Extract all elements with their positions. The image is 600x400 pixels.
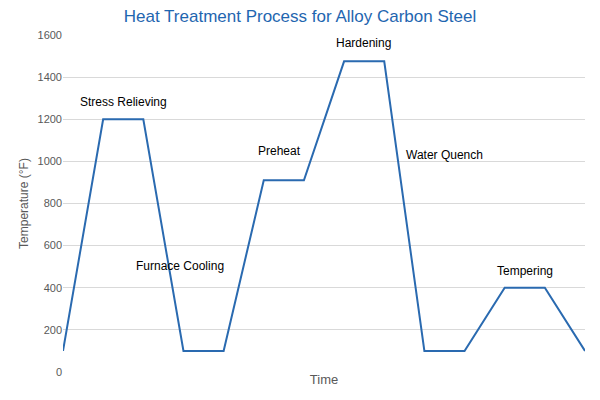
svg-text:Tempering: Tempering	[497, 264, 553, 278]
svg-text:1200: 1200	[38, 113, 62, 125]
svg-text:600: 600	[44, 239, 62, 251]
svg-text:800: 800	[44, 197, 62, 209]
svg-text:Heat Treatment Process for All: Heat Treatment Process for Alloy Carbon …	[124, 7, 476, 26]
svg-text:1000: 1000	[38, 155, 62, 167]
svg-text:Hardening: Hardening	[336, 36, 391, 50]
svg-text:1600: 1600	[38, 29, 62, 41]
svg-text:Stress Relieving: Stress Relieving	[80, 95, 167, 109]
svg-text:Water Quench: Water Quench	[406, 148, 483, 162]
svg-text:200: 200	[44, 324, 62, 336]
svg-text:Time: Time	[310, 372, 338, 387]
svg-text:Temperature (°F): Temperature (°F)	[17, 158, 31, 249]
svg-text:Preheat: Preheat	[258, 144, 301, 158]
svg-text:400: 400	[44, 282, 62, 294]
svg-text:1400: 1400	[38, 71, 62, 83]
svg-text:0: 0	[56, 366, 62, 378]
svg-text:Furnace Cooling: Furnace Cooling	[136, 259, 224, 273]
